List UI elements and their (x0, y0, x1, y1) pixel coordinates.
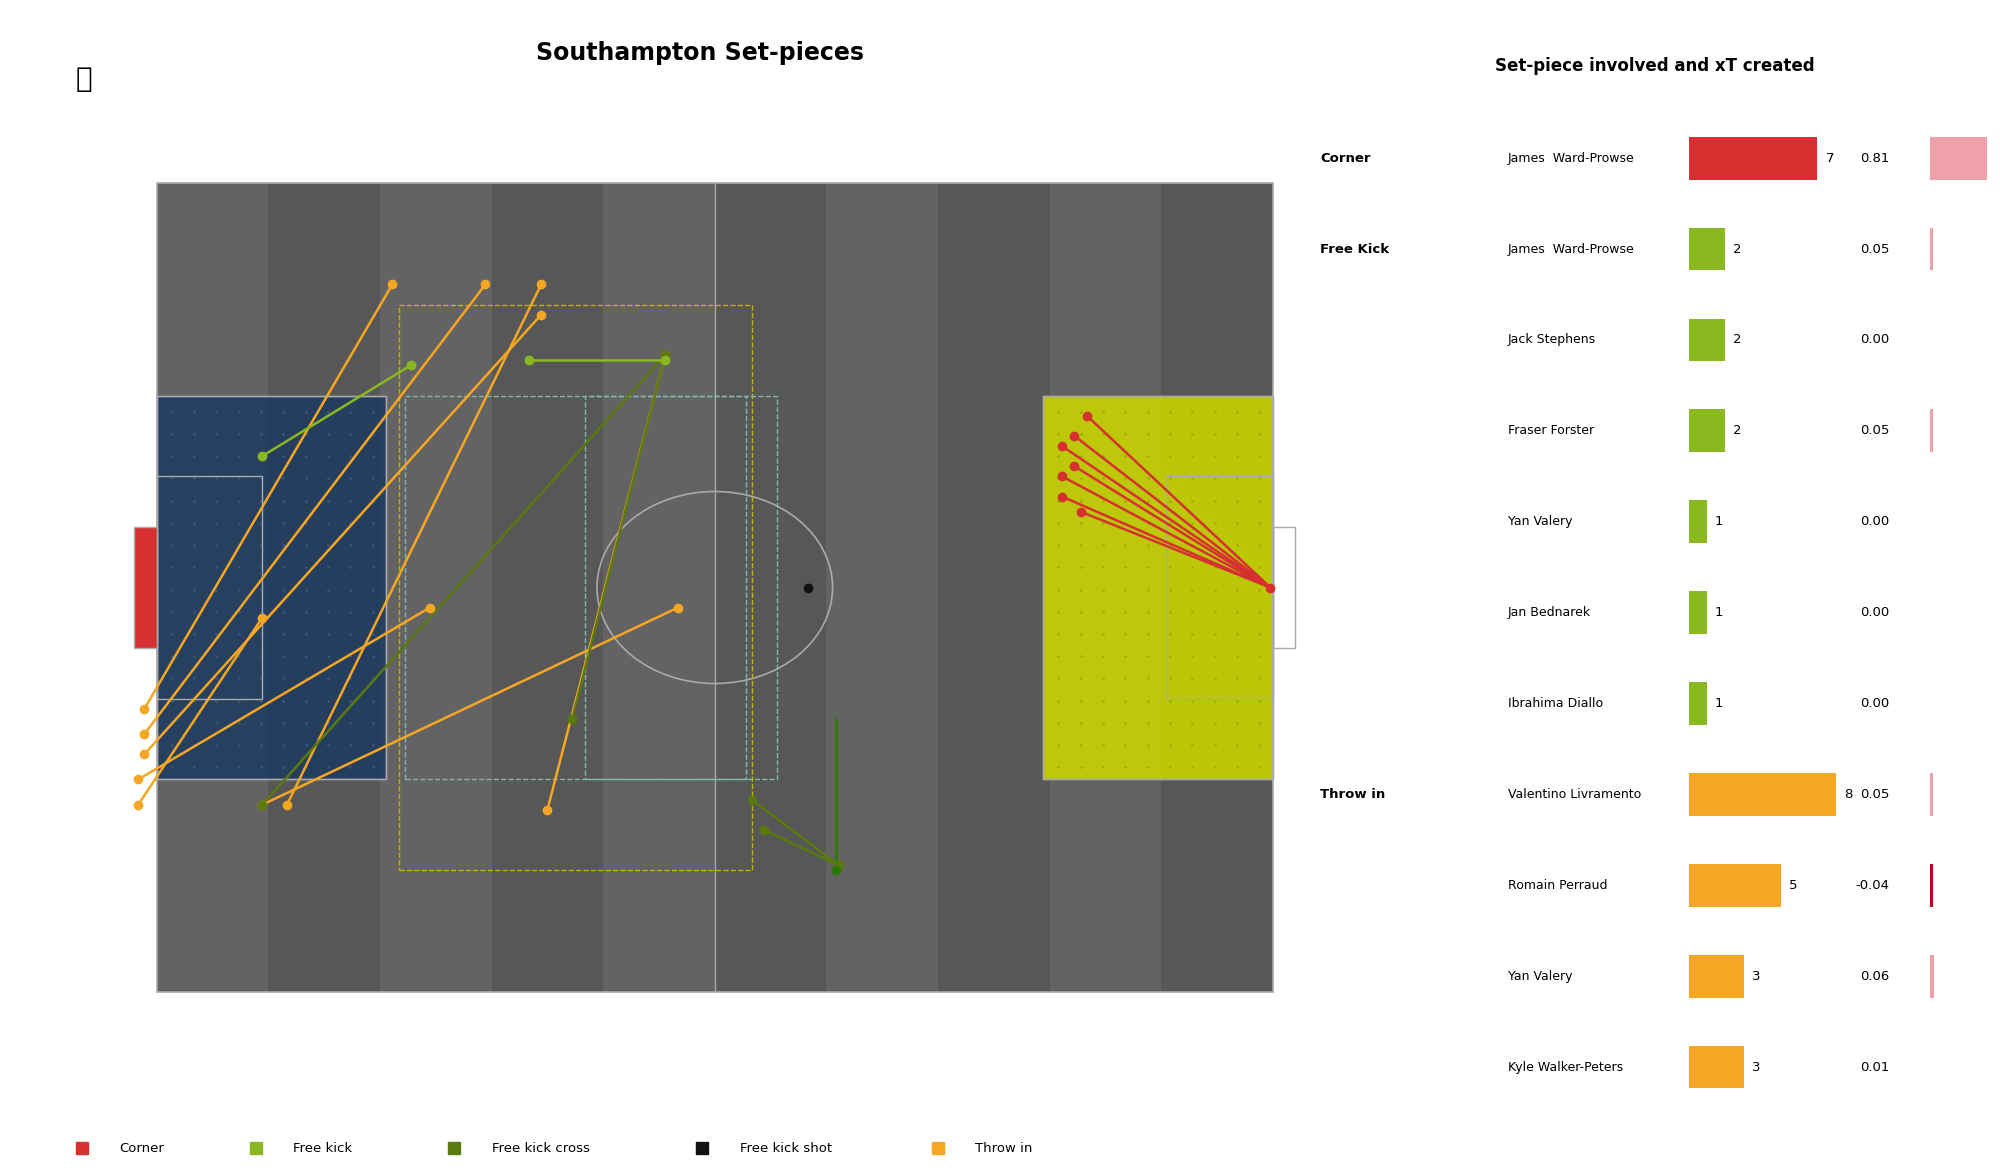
Text: 1: 1 (1714, 606, 1724, 619)
Text: 1: 1 (1714, 697, 1724, 710)
Text: 5: 5 (1788, 879, 1798, 892)
Bar (1688, 136, 1818, 180)
Text: 0.00: 0.00 (1860, 334, 1890, 347)
Bar (404, 396, 746, 779)
Bar (268, 183, 380, 992)
Bar (584, 396, 776, 779)
Bar (1044, 396, 1272, 779)
Text: 0.06: 0.06 (1860, 969, 1890, 982)
Text: Jan Bednarek: Jan Bednarek (1508, 606, 1590, 619)
Bar (714, 183, 826, 992)
Bar (156, 396, 386, 779)
Bar (492, 183, 604, 992)
Text: Jack Stephens: Jack Stephens (1508, 334, 1596, 347)
Text: Yan Valery: Yan Valery (1508, 516, 1572, 529)
Text: Free kick cross: Free kick cross (492, 1142, 590, 1155)
Bar (938, 183, 1050, 992)
Bar (604, 183, 714, 992)
Bar (1930, 955, 1934, 998)
Text: 0.05: 0.05 (1860, 242, 1890, 256)
Text: -0.04: -0.04 (1856, 879, 1890, 892)
Text: 8: 8 (1844, 788, 1852, 801)
Bar (826, 183, 938, 992)
Text: Yan Valery: Yan Valery (1508, 969, 1572, 982)
Bar (156, 476, 262, 699)
Bar (1688, 591, 1706, 634)
Bar (1688, 318, 1726, 362)
Bar (1688, 409, 1726, 452)
Text: 3: 3 (1752, 969, 1760, 982)
Bar (404, 396, 746, 779)
Text: 0.00: 0.00 (1860, 697, 1890, 710)
Text: Ibrahima Diallo: Ibrahima Diallo (1508, 697, 1602, 710)
Text: 2: 2 (1734, 242, 1742, 256)
Text: 0.01: 0.01 (1860, 1061, 1890, 1074)
Text: Free Kick: Free Kick (1320, 242, 1390, 256)
Text: Kyle Walker-Peters: Kyle Walker-Peters (1508, 1061, 1622, 1074)
Text: 0.05: 0.05 (1860, 424, 1890, 437)
Bar (1688, 955, 1744, 998)
Bar (380, 183, 492, 992)
Bar (1930, 773, 1934, 815)
Text: 2: 2 (1734, 424, 1742, 437)
Bar (156, 396, 386, 779)
Text: James  Ward-Prowse: James Ward-Prowse (1508, 152, 1634, 165)
Text: 0.00: 0.00 (1860, 516, 1890, 529)
Bar (1162, 183, 1272, 992)
Text: Free kick shot: Free kick shot (740, 1142, 832, 1155)
Bar (1930, 409, 1934, 452)
Text: Free kick: Free kick (294, 1142, 352, 1155)
Bar (1044, 396, 1272, 779)
Bar (156, 183, 268, 992)
Bar (398, 304, 752, 871)
Text: 7: 7 (1826, 152, 1834, 165)
Text: Romain Perraud: Romain Perraud (1508, 879, 1608, 892)
Bar (1930, 228, 1934, 270)
Bar (1930, 864, 1932, 907)
Text: 1: 1 (1714, 516, 1724, 529)
Text: Throw in: Throw in (1320, 788, 1386, 801)
Text: 3: 3 (1752, 1061, 1760, 1074)
Text: 0.00: 0.00 (1860, 606, 1890, 619)
Bar (1930, 136, 1986, 180)
Bar (156, 183, 1272, 992)
Text: James  Ward-Prowse: James Ward-Prowse (1508, 242, 1634, 256)
Bar (1688, 864, 1780, 907)
Text: ⚽: ⚽ (76, 65, 92, 93)
Text: Valentino Livramento: Valentino Livramento (1508, 788, 1640, 801)
Text: Fraser Forster: Fraser Forster (1508, 424, 1594, 437)
Bar (1168, 476, 1272, 699)
Bar (1688, 683, 1706, 725)
Text: Corner: Corner (1320, 152, 1370, 165)
Text: 0.81: 0.81 (1860, 152, 1890, 165)
Bar (1688, 1046, 1744, 1088)
Text: 2: 2 (1734, 334, 1742, 347)
Bar (156, 396, 386, 779)
Bar (1688, 773, 1836, 815)
Text: Corner: Corner (120, 1142, 164, 1155)
Bar (1688, 501, 1706, 543)
Bar (1050, 183, 1162, 992)
Bar (1044, 396, 1272, 779)
Bar (1688, 228, 1726, 270)
Text: Throw in: Throw in (976, 1142, 1032, 1155)
Text: Set-piece involved and xT created: Set-piece involved and xT created (1496, 56, 1814, 75)
Bar (1272, 526, 1296, 649)
Bar (134, 526, 156, 649)
Text: 0.05: 0.05 (1860, 788, 1890, 801)
Text: Southampton Set-pieces: Southampton Set-pieces (536, 41, 864, 65)
